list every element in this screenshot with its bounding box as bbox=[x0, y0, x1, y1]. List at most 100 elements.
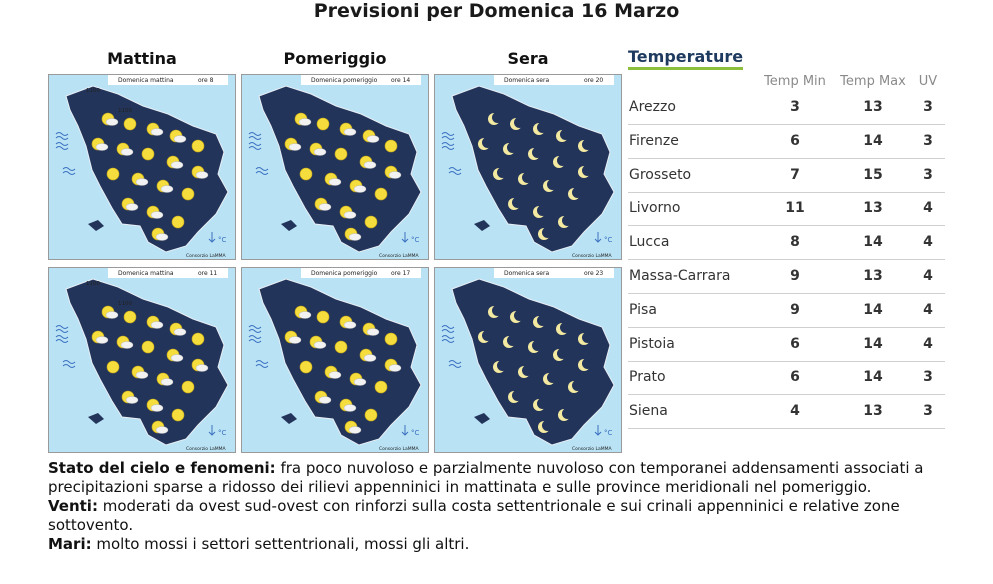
table-value: 13 bbox=[863, 403, 883, 420]
moon-shade bbox=[557, 155, 568, 166]
sea-wave bbox=[255, 360, 269, 368]
table-value: 7 bbox=[790, 166, 800, 183]
table-value: 6 bbox=[790, 335, 800, 352]
cloud bbox=[173, 328, 187, 336]
column-header: Temp Max bbox=[840, 74, 906, 89]
cloud bbox=[348, 426, 362, 434]
cloud bbox=[328, 178, 342, 186]
city-name: Livorno bbox=[629, 200, 681, 217]
island bbox=[474, 413, 490, 424]
sun bbox=[123, 310, 137, 324]
sea-wave bbox=[62, 360, 76, 368]
moon-shade bbox=[497, 360, 508, 371]
table-value: 4 bbox=[923, 335, 933, 352]
cloud bbox=[328, 371, 342, 379]
cloud bbox=[105, 311, 119, 319]
table-value: 15 bbox=[863, 166, 883, 183]
cloud bbox=[160, 378, 174, 386]
moon-shade bbox=[582, 165, 593, 176]
sun bbox=[334, 340, 348, 354]
temp-arrow bbox=[594, 425, 602, 436]
moon-shade bbox=[497, 167, 508, 178]
sea-wave bbox=[248, 325, 262, 333]
sun bbox=[141, 147, 155, 161]
sun bbox=[299, 167, 313, 181]
moon-shade bbox=[572, 380, 583, 391]
table-value: 13 bbox=[863, 200, 883, 217]
weather-map: Domenica pomeriggio ore 17 Consorzio LaMMA… bbox=[241, 267, 429, 453]
sea-wave bbox=[62, 167, 76, 175]
cloud bbox=[155, 426, 169, 434]
weather-map: Domenica sera ore 23 Consorzio LaMMA °C bbox=[434, 267, 622, 453]
cloud bbox=[388, 364, 402, 372]
moon-shade bbox=[512, 390, 523, 401]
table-value: 6 bbox=[790, 369, 800, 386]
moon-shade bbox=[507, 335, 518, 346]
map-title: Domenica pomeriggio bbox=[311, 77, 378, 84]
paragraph-label: Venti: bbox=[48, 497, 98, 515]
altitude-label: 1100 bbox=[118, 301, 132, 307]
cloud bbox=[125, 203, 139, 211]
city-name: Firenze bbox=[629, 132, 679, 149]
cloud bbox=[120, 148, 134, 156]
table-value: 8 bbox=[790, 234, 800, 251]
map-credit: Consorzio LaMMA bbox=[572, 253, 613, 259]
sun bbox=[181, 187, 195, 201]
island bbox=[281, 413, 297, 424]
map-time: ore 8 bbox=[198, 77, 214, 84]
table-value: 11 bbox=[785, 200, 805, 217]
island bbox=[281, 220, 297, 231]
cloud bbox=[348, 233, 362, 241]
cloud bbox=[95, 143, 109, 151]
table-value: 14 bbox=[863, 335, 883, 352]
sun bbox=[384, 139, 398, 153]
map-header bbox=[494, 75, 614, 85]
map-header bbox=[108, 75, 228, 85]
map-title: Domenica sera bbox=[504, 77, 549, 84]
temp-arrow bbox=[401, 232, 409, 243]
table-row: Arezzo 3 13 3 bbox=[628, 91, 945, 125]
cloud bbox=[353, 378, 367, 386]
cloud bbox=[343, 404, 357, 412]
moon-shade bbox=[482, 137, 493, 148]
sea-wave bbox=[248, 142, 262, 150]
table-value: 3 bbox=[790, 99, 800, 115]
sea-wave bbox=[55, 325, 69, 333]
cloud bbox=[353, 185, 367, 193]
table-row: Pistoia 6 14 4 bbox=[628, 328, 945, 362]
moon-shade bbox=[507, 142, 518, 153]
sun bbox=[316, 310, 330, 324]
moon-shade bbox=[560, 322, 571, 333]
table-value: 4 bbox=[790, 403, 800, 420]
cloud bbox=[170, 161, 184, 169]
cloud bbox=[150, 404, 164, 412]
sun bbox=[171, 215, 185, 229]
moon-shade bbox=[562, 408, 573, 419]
moon-shade bbox=[537, 122, 548, 133]
moon-shade bbox=[582, 358, 593, 369]
table-value: 3 bbox=[923, 132, 933, 149]
sun bbox=[141, 340, 155, 354]
map-time: ore 23 bbox=[584, 270, 603, 277]
map-header bbox=[494, 268, 614, 278]
cloud bbox=[343, 128, 357, 136]
weather-map: Domenica mattina ore 8 Consorzio LaMMA °C 11… bbox=[48, 74, 236, 260]
paragraph: Stato del cielo e fenomeni: fra poco nuv… bbox=[48, 459, 948, 497]
cloud bbox=[388, 171, 402, 179]
sun bbox=[191, 139, 205, 153]
moon-shade bbox=[537, 205, 548, 216]
moon-shade bbox=[582, 332, 593, 343]
altitude-label: 1100 bbox=[86, 281, 100, 287]
map-header bbox=[108, 268, 228, 278]
cloud bbox=[105, 118, 119, 126]
city-name: Pistoia bbox=[629, 335, 675, 352]
cloud bbox=[155, 233, 169, 241]
table-value: 13 bbox=[863, 268, 883, 284]
map-credit: Consorzio LaMMA bbox=[186, 253, 227, 259]
map-credit: Consorzio LaMMA bbox=[572, 446, 613, 452]
sea-wave bbox=[441, 335, 455, 343]
cloud bbox=[170, 354, 184, 362]
sea-wave bbox=[441, 142, 455, 150]
moon-shade bbox=[562, 215, 573, 226]
